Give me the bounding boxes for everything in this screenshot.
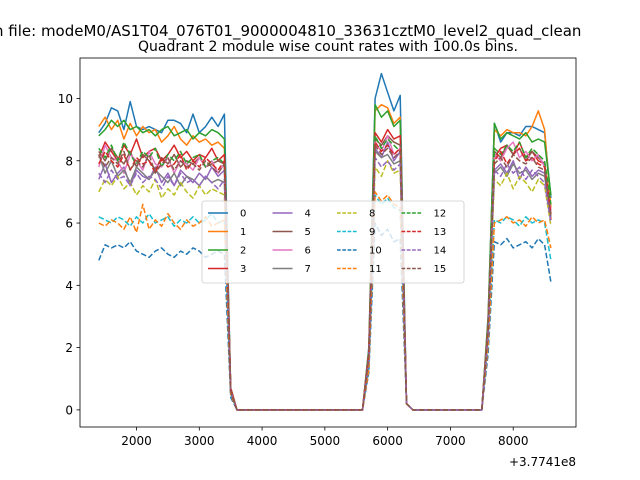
x-offset-label: +3.7741e8 xyxy=(509,455,576,469)
legend-label-3: 3 xyxy=(240,264,246,275)
legend-label-6: 6 xyxy=(305,246,311,257)
legend-label-4: 4 xyxy=(305,209,311,220)
x-tick-label: 5000 xyxy=(310,434,341,448)
y-tick-label: 2 xyxy=(65,341,73,355)
series-line-10 xyxy=(98,222,552,411)
y-tick-label: 6 xyxy=(65,217,73,231)
legend-label-2: 2 xyxy=(240,246,246,257)
legend-label-11: 11 xyxy=(369,264,382,275)
legend-label-7: 7 xyxy=(305,264,311,275)
y-tick-label: 4 xyxy=(65,279,73,293)
legend-label-0: 0 xyxy=(240,209,246,220)
y-tick-label: 0 xyxy=(65,403,73,417)
x-tick-label: 2000 xyxy=(121,434,152,448)
y-tick-label: 8 xyxy=(65,154,73,168)
legend-label-5: 5 xyxy=(305,227,311,238)
series-layer xyxy=(98,72,552,411)
legend-label-14: 14 xyxy=(434,246,447,257)
figure-suptitle: n file: modeM0/AS1T04_076T01_9000004810_… xyxy=(0,22,581,41)
x-tick-label: 3000 xyxy=(184,434,215,448)
legend-label-1: 1 xyxy=(240,227,246,238)
chart-title: Quadrant 2 module wise count rates with … xyxy=(138,39,518,55)
y-tick-label: 10 xyxy=(58,92,73,106)
y-axis: 0 2 4 6 8 10 xyxy=(58,92,80,417)
x-tick-label: 4000 xyxy=(247,434,278,448)
legend-label-10: 10 xyxy=(369,246,382,257)
axes-frame xyxy=(79,57,577,428)
legend-label-15: 15 xyxy=(434,264,447,275)
legend-label-12: 12 xyxy=(434,209,447,220)
x-tick-label: 7000 xyxy=(435,434,466,448)
series-line-15 xyxy=(98,144,552,411)
x-tick-label: 6000 xyxy=(372,434,403,448)
x-tick-label: 8000 xyxy=(498,434,529,448)
legend-label-13: 13 xyxy=(434,227,447,238)
legend-label-8: 8 xyxy=(369,209,375,220)
x-axis: 2000 3000 4000 5000 6000 7000 8000 xyxy=(121,427,528,448)
legend-label-9: 9 xyxy=(369,227,375,238)
legend-box xyxy=(201,200,465,284)
